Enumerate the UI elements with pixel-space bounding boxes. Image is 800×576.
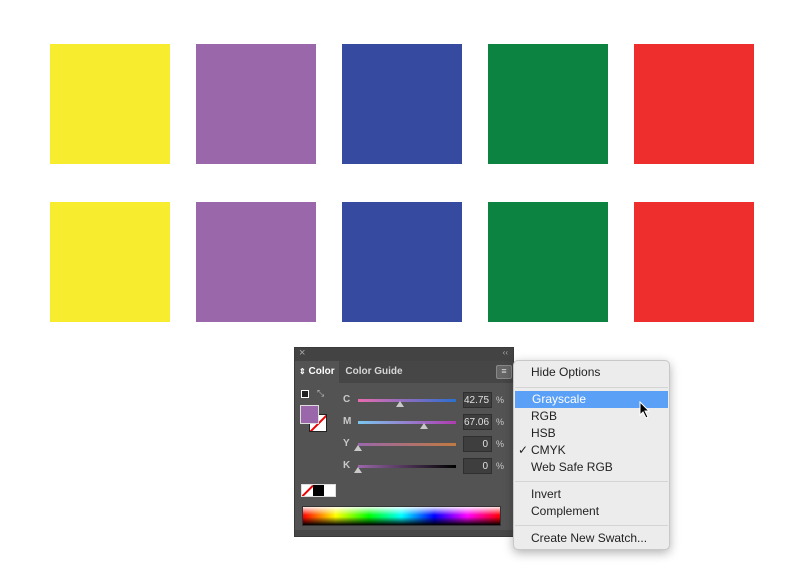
color-swatch — [634, 44, 754, 164]
color-swatch — [342, 44, 462, 164]
color-swatch — [488, 202, 608, 322]
percent-label: % — [496, 461, 505, 471]
value-input-m[interactable]: 67.06 — [463, 414, 492, 430]
fill-color-swatch[interactable] — [300, 405, 319, 424]
menu-separator — [515, 481, 668, 482]
slider-track-m[interactable] — [358, 421, 456, 424]
slider-thumb-c[interactable] — [395, 401, 404, 407]
menu-item-web-safe-rgb[interactable]: Web Safe RGB — [531, 460, 613, 474]
color-panel: × ‹‹ ⇕ Color Color Guide ≡ ⤡ C 42.75 % M … — [294, 347, 514, 537]
menu-separator — [515, 387, 668, 388]
close-icon[interactable]: × — [299, 347, 306, 359]
color-swatch — [196, 44, 316, 164]
color-spectrum[interactable] — [302, 506, 501, 526]
menu-item-rgb[interactable]: RGB — [531, 409, 558, 423]
color-swatch — [342, 202, 462, 322]
percent-label: % — [496, 417, 505, 427]
white-swatch[interactable] — [324, 485, 335, 496]
menu-separator — [515, 525, 668, 526]
black-swatch[interactable] — [313, 485, 324, 496]
slider-track-y[interactable] — [358, 443, 456, 446]
slider-label-y: Y — [343, 438, 350, 449]
none-swatch[interactable] — [302, 485, 313, 496]
default-colors-icon[interactable] — [301, 390, 309, 398]
color-swatch — [488, 44, 608, 164]
slider-track-k[interactable] — [358, 465, 456, 468]
quick-swatches — [301, 484, 336, 497]
slider-track-c[interactable] — [358, 399, 456, 402]
mouse-cursor-icon — [639, 401, 651, 419]
menu-item-hsb[interactable]: HSB — [531, 426, 556, 440]
value-input-y[interactable]: 0 — [463, 436, 492, 452]
expand-arrows-icon: ⇕ — [299, 367, 306, 376]
checkmark-icon: ✓ — [518, 443, 529, 457]
panel-menu-icon[interactable]: ≡ — [496, 365, 512, 379]
slider-label-c: C — [343, 394, 351, 405]
slider-thumb-m[interactable] — [419, 423, 428, 429]
color-swatch — [50, 202, 170, 322]
menu-item-grayscale[interactable]: Grayscale — [515, 391, 668, 408]
percent-label: % — [496, 395, 505, 405]
menu-item-create-new-swatch[interactable]: Create New Swatch... — [531, 531, 648, 545]
slider-label-m: M — [343, 416, 352, 427]
tab-color[interactable]: ⇕ Color — [295, 361, 339, 383]
panel-title-bar[interactable]: × ‹‹ — [295, 347, 513, 361]
menu-item-invert[interactable]: Invert — [531, 487, 562, 501]
slider-thumb-y[interactable] — [354, 445, 362, 451]
percent-label: % — [496, 439, 505, 449]
tab-strip — [409, 361, 513, 383]
color-swatch — [50, 44, 170, 164]
swap-colors-icon[interactable]: ⤡ — [317, 388, 325, 398]
color-swatch — [634, 202, 754, 322]
slider-label-k: K — [343, 460, 351, 471]
collapse-icon[interactable]: ‹‹ — [502, 348, 508, 357]
color-swatch — [196, 202, 316, 322]
tab-color-guide[interactable]: Color Guide — [339, 361, 409, 383]
value-input-k[interactable]: 0 — [463, 458, 492, 474]
value-input-c[interactable]: 42.75 — [463, 392, 492, 408]
menu-item-cmyk[interactable]: ✓ CMYK — [518, 443, 566, 457]
slider-thumb-k[interactable] — [354, 467, 362, 473]
panel-resize-handle[interactable] — [295, 530, 513, 536]
menu-item-hide-options[interactable]: Hide Options — [531, 365, 601, 379]
menu-item-complement[interactable]: Complement — [531, 504, 600, 518]
panel-options-menu: Hide Options Grayscale RGB HSB ✓ CMYK Web Safe… — [513, 360, 670, 550]
